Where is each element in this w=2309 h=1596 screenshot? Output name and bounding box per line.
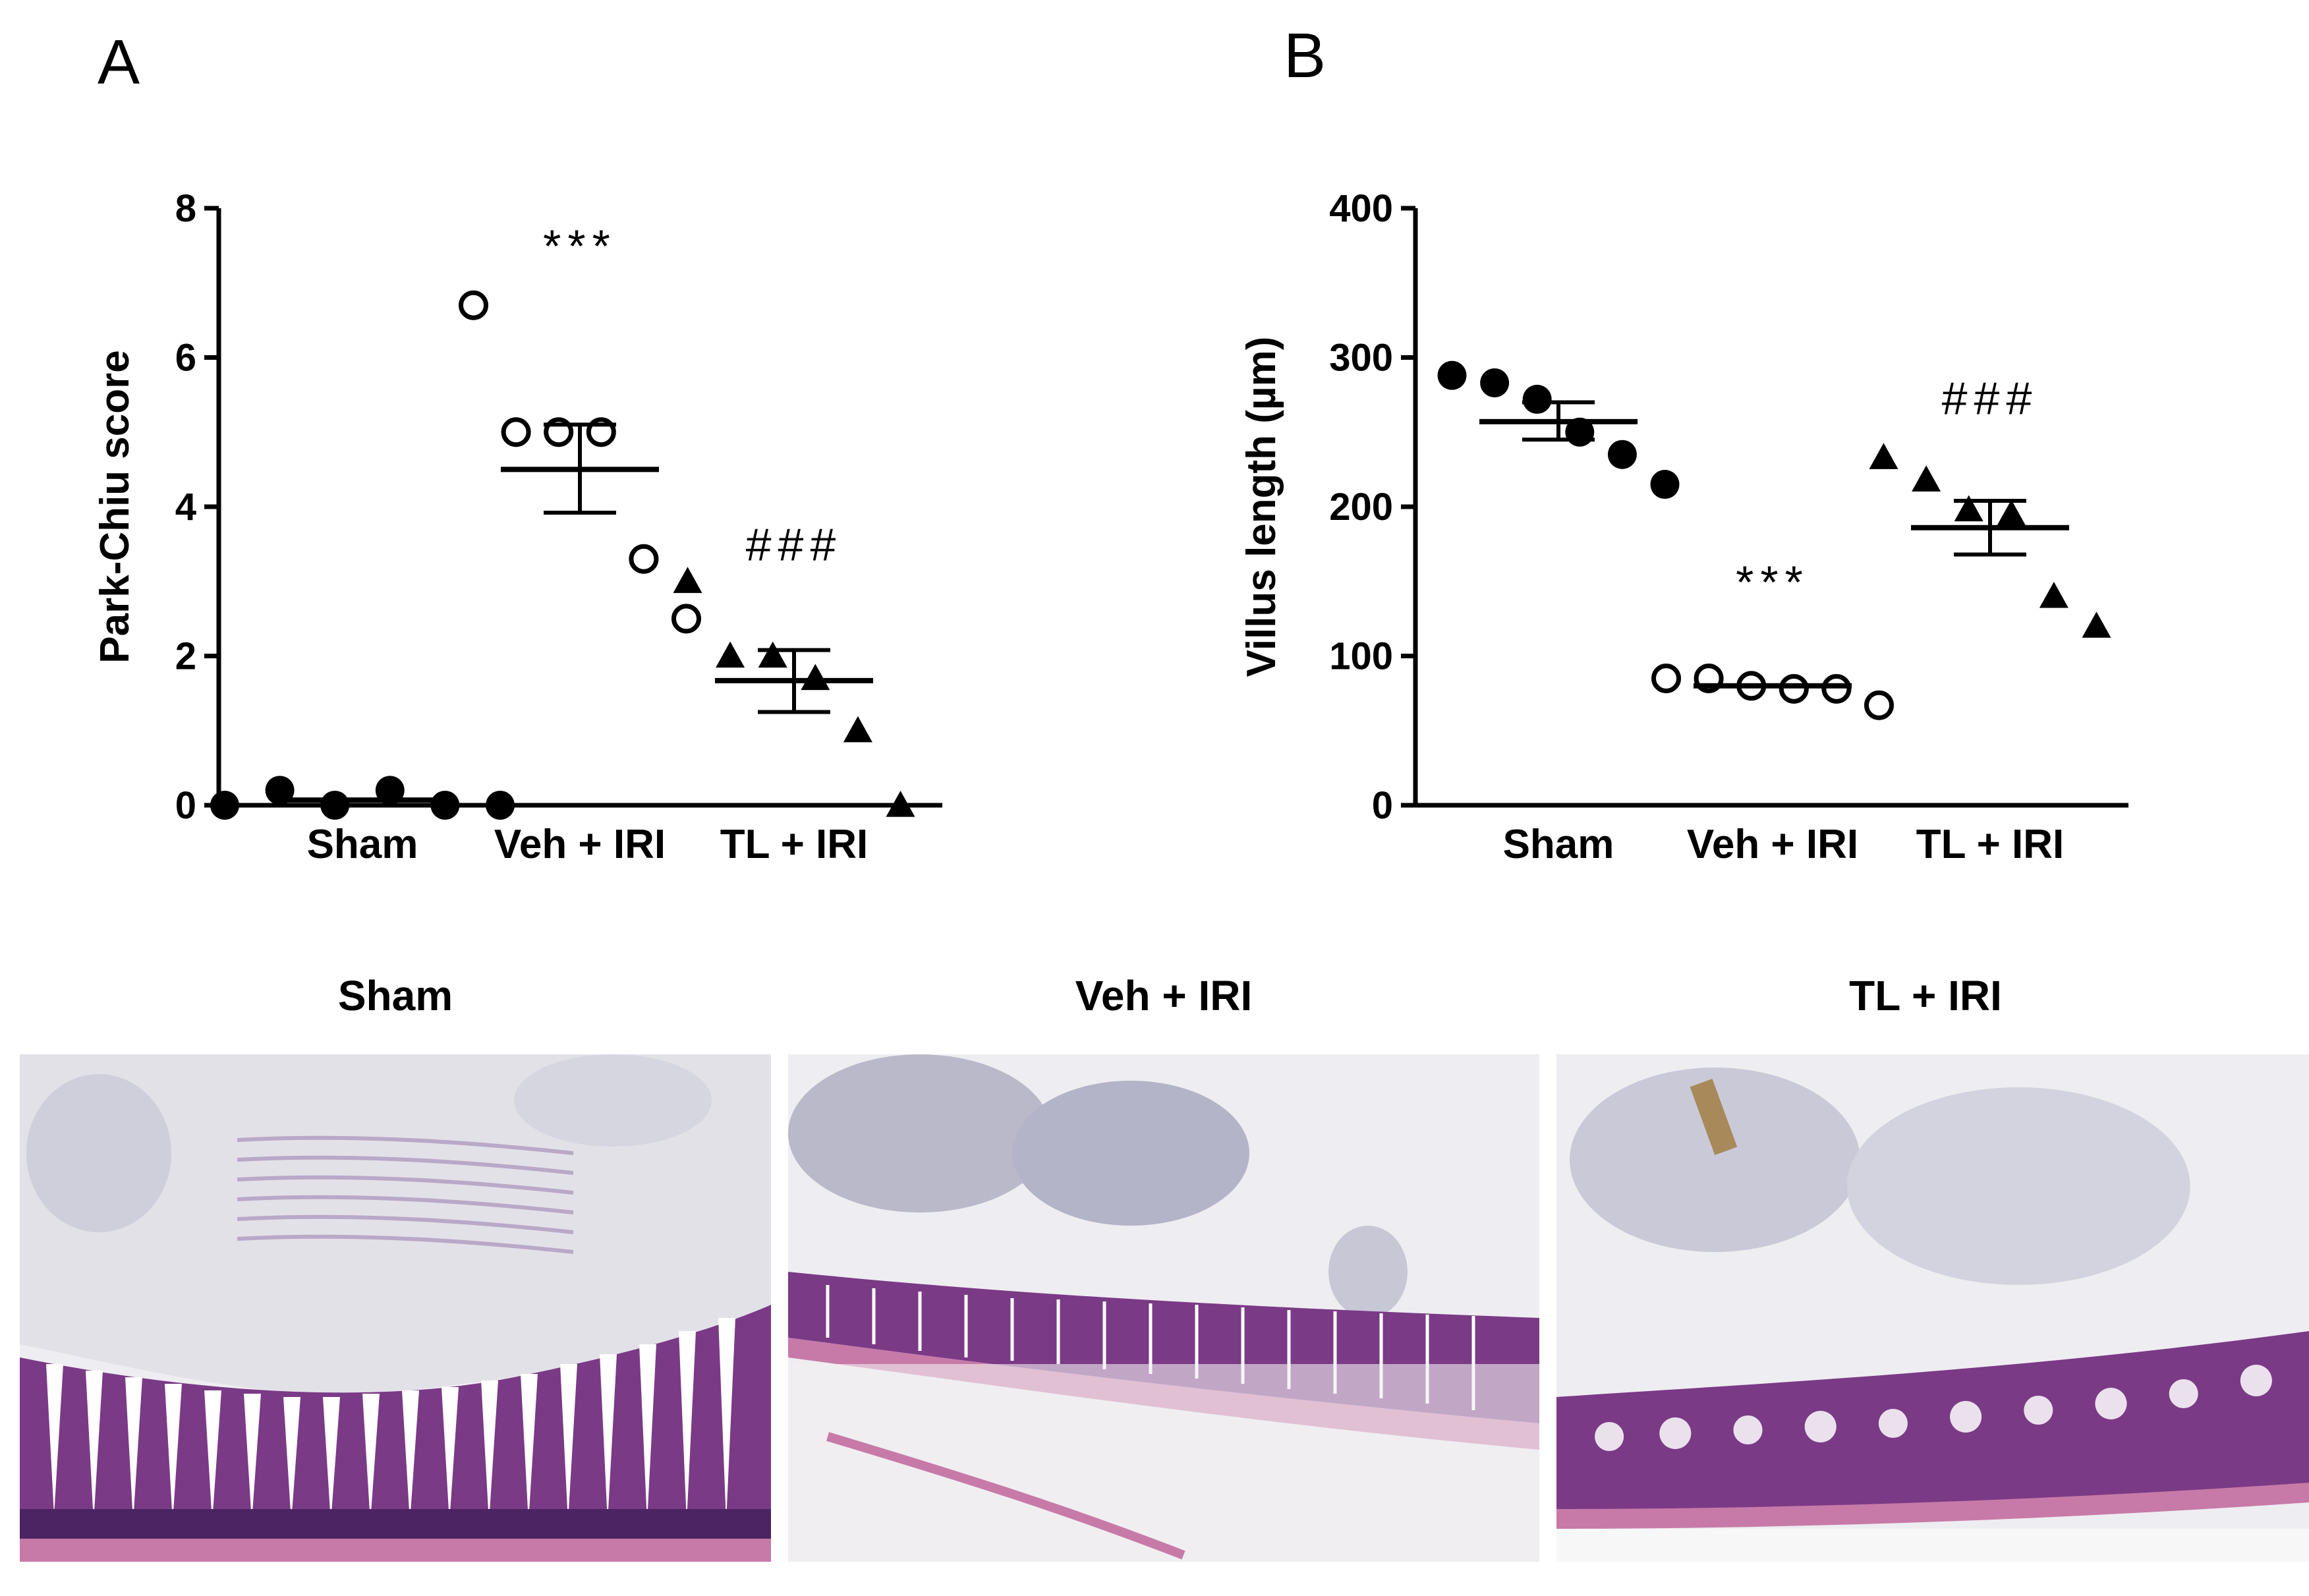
data-point-filled-circle [486, 791, 515, 820]
data-point-triangle [758, 641, 787, 668]
significance-annotation: *** [543, 221, 617, 272]
data-point-triangle [2082, 612, 2111, 638]
y-tick-label: 300 [1329, 337, 1393, 380]
data-point-open-circle [501, 417, 531, 447]
data-point-filled-circle [1480, 368, 1510, 398]
data-point-open-circle [629, 544, 659, 574]
x-category-label: TL + IRI [1916, 822, 2065, 867]
data-point-open-circle [459, 290, 488, 320]
data-point-triangle [673, 567, 702, 593]
chart-park-chiu-score: 0 2 4 6 8 Park-Chiu score Sham Veh + IRI TL + IR… [92, 187, 942, 867]
histology-image-sham [20, 1054, 771, 1562]
data-point-filled-circle [1437, 360, 1467, 390]
data-point-triangle [716, 641, 745, 668]
x-category-label: Veh + IRI [1687, 822, 1858, 867]
significance-annotation: ### [1942, 373, 2039, 424]
data-point-filled-circle [1522, 384, 1552, 414]
x-category-label: Sham [307, 822, 418, 867]
histology-title-tl-iri: TL + IRI [1849, 972, 2002, 1019]
data-point-triangle [1954, 495, 1983, 522]
data-point-triangle [1912, 465, 1941, 492]
significance-annotation: ### [746, 519, 843, 571]
y-tick-label: 8 [175, 187, 196, 230]
y-axis-label: Villus length (µm) [1239, 337, 1284, 677]
y-tick-label: 0 [1372, 784, 1393, 827]
data-point-open-circle [1821, 673, 1852, 704]
y-tick-label: 200 [1329, 486, 1393, 528]
data-point-open-circle [1779, 673, 1809, 704]
data-point-filled-circle [1607, 440, 1637, 469]
y-tick-label: 100 [1329, 635, 1393, 678]
y-tick-label: 4 [175, 486, 196, 528]
y-tick-label: 6 [175, 337, 196, 380]
x-category-label: TL + IRI [720, 822, 869, 867]
y-tick-label: 0 [175, 784, 196, 827]
histology-title-sham: Sham [337, 972, 453, 1019]
data-point-triangle [1869, 443, 1898, 469]
data-point-open-circle [671, 604, 701, 634]
panel-letter-a: A [98, 27, 140, 98]
data-point-filled-circle [210, 791, 239, 820]
data-point-triangle [2039, 581, 2068, 608]
chart-villus-length: 0 100 200 300 400 Villus length (µm) Sham Veh +… [1239, 187, 2128, 867]
histology-title-veh-iri: Veh + IRI [1075, 972, 1253, 1019]
data-point-triangle [801, 664, 830, 691]
data-point-triangle [886, 791, 915, 817]
histology-image-tl-iri [1556, 1054, 2309, 1562]
data-point-open-circle [1864, 690, 1894, 720]
panel-letter-b: B [1284, 20, 1326, 91]
data-point-triangle [1997, 499, 2026, 526]
y-tick-label: 400 [1329, 187, 1393, 230]
y-axis-label: Park-Chiu score [92, 350, 138, 664]
x-category-label: Sham [1503, 822, 1614, 867]
data-point-filled-circle [1650, 470, 1680, 499]
x-category-label: Veh + IRI [494, 822, 666, 867]
data-point-open-circle [1651, 663, 1681, 693]
histology-image-veh-iri [788, 1054, 1539, 1562]
significance-annotation: *** [1736, 556, 1810, 608]
data-point-triangle [843, 716, 872, 743]
y-tick-label: 2 [175, 635, 196, 678]
